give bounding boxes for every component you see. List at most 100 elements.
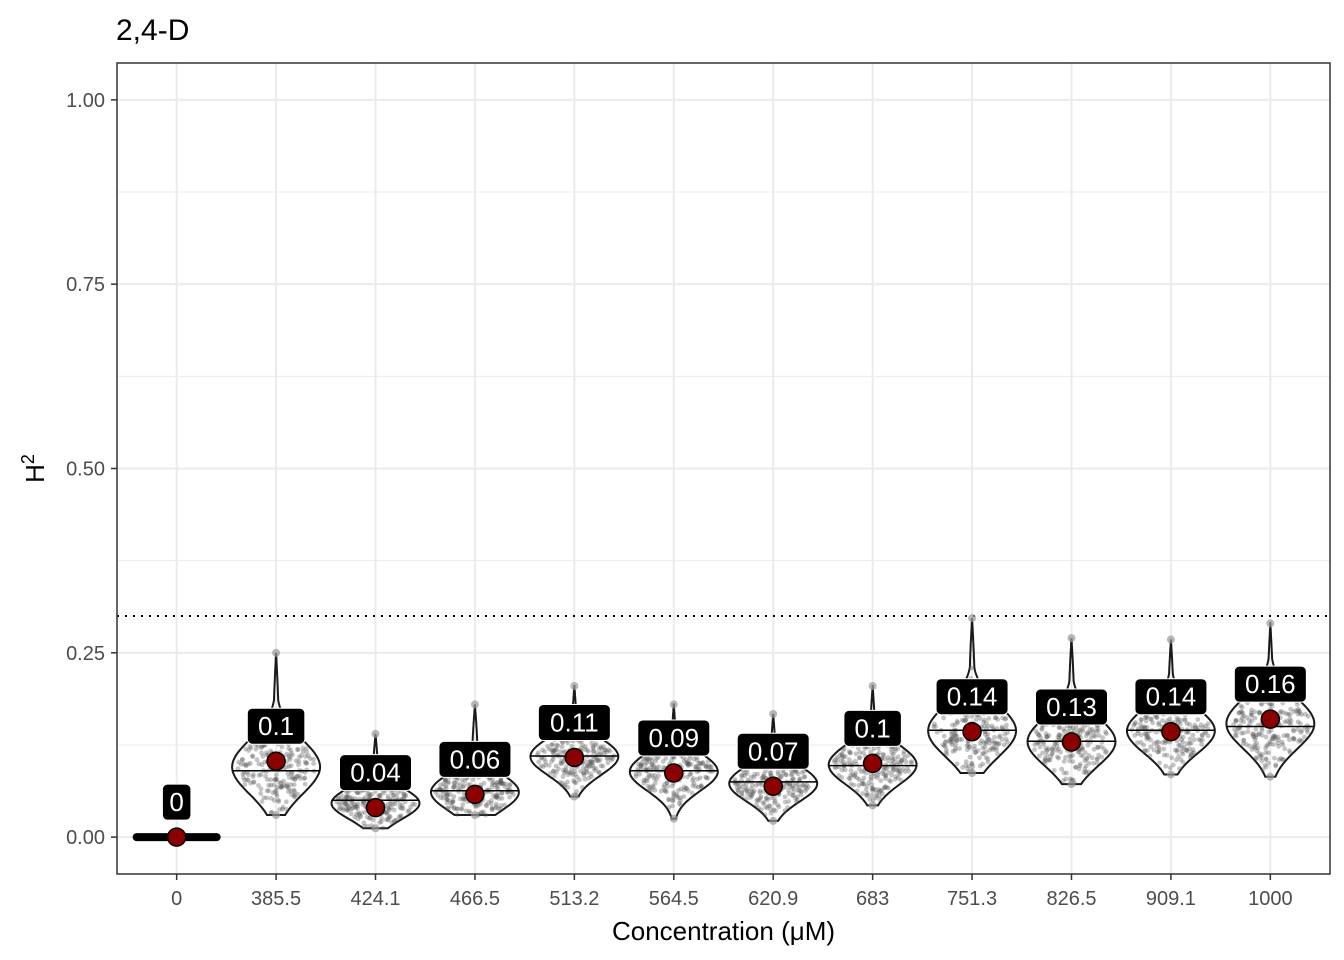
jitter-point bbox=[344, 808, 350, 813]
jitter-point bbox=[342, 799, 348, 805]
jitter-point bbox=[787, 781, 792, 787]
jitter-point bbox=[589, 759, 595, 765]
jitter-point bbox=[853, 770, 859, 776]
jitter-point bbox=[355, 809, 361, 815]
jitter-point bbox=[1080, 745, 1085, 751]
jitter-point bbox=[671, 792, 677, 797]
jitter-point bbox=[1155, 739, 1161, 745]
jitter-point bbox=[1278, 756, 1284, 761]
jitter-point bbox=[354, 790, 360, 796]
jitter-point bbox=[1153, 729, 1159, 735]
jitter-point bbox=[662, 788, 668, 794]
jitter-point bbox=[782, 808, 788, 813]
jitter-point bbox=[387, 807, 392, 813]
jitter-point bbox=[739, 793, 745, 799]
jitter-point bbox=[565, 785, 571, 790]
jitter-point bbox=[442, 777, 448, 783]
jitter-point bbox=[445, 805, 450, 811]
jitter-point bbox=[1103, 729, 1108, 735]
jitter-point bbox=[648, 787, 654, 793]
jitter-point bbox=[751, 788, 757, 794]
jitter-point bbox=[888, 779, 894, 784]
jitter-point bbox=[1054, 743, 1060, 749]
jitter-point bbox=[353, 805, 359, 810]
jitter-point bbox=[302, 781, 308, 787]
data-label-text: 0.06 bbox=[450, 744, 501, 774]
jitter-point bbox=[1198, 722, 1204, 728]
jitter-point bbox=[1044, 733, 1050, 739]
data-label-text: 0.16 bbox=[1245, 669, 1296, 699]
jitter-point bbox=[1044, 735, 1049, 740]
jitter-point bbox=[1051, 744, 1057, 750]
jitter-point bbox=[977, 763, 983, 769]
jitter-point bbox=[983, 755, 989, 760]
jitter-point bbox=[963, 763, 969, 768]
jitter-point bbox=[1138, 721, 1143, 727]
jitter-point bbox=[435, 793, 441, 798]
jitter-point bbox=[1273, 762, 1279, 768]
jitter-point bbox=[1056, 755, 1061, 761]
jitter-point bbox=[1054, 748, 1060, 753]
jitter-point-max bbox=[371, 729, 380, 738]
jitter-point bbox=[670, 803, 675, 809]
jitter-point bbox=[1287, 750, 1293, 755]
jitter-point bbox=[895, 754, 901, 760]
jitter-point bbox=[1200, 733, 1205, 739]
jitter-point bbox=[971, 746, 977, 752]
jitter-point bbox=[1149, 717, 1154, 722]
x-tick-label: 564.5 bbox=[649, 888, 699, 910]
jitter-point bbox=[892, 777, 898, 782]
jitter-point bbox=[1085, 731, 1090, 736]
jitter-point bbox=[273, 788, 279, 793]
jitter-point bbox=[399, 797, 405, 802]
jitter-point bbox=[554, 742, 559, 748]
jitter-point bbox=[1256, 709, 1262, 715]
jitter-point bbox=[980, 745, 986, 751]
jitter-point bbox=[1282, 746, 1288, 752]
jitter-point bbox=[592, 768, 598, 773]
jitter-point bbox=[799, 770, 805, 775]
jitter-point bbox=[483, 812, 488, 818]
jitter-point bbox=[291, 782, 297, 787]
jitter-point bbox=[704, 775, 709, 781]
jitter-point bbox=[272, 777, 278, 783]
jitter-point bbox=[1280, 742, 1286, 747]
jitter-point bbox=[1272, 755, 1277, 761]
jitter-point bbox=[790, 783, 796, 788]
jitter-point bbox=[545, 743, 550, 749]
jitter-point bbox=[1142, 715, 1148, 721]
jitter-point bbox=[883, 773, 889, 778]
jitter-point-max bbox=[769, 710, 778, 719]
jitter-point bbox=[543, 759, 548, 764]
jitter-point bbox=[762, 812, 768, 818]
jitter-point bbox=[574, 774, 580, 780]
jitter-point bbox=[985, 759, 991, 765]
jitter-point bbox=[895, 759, 901, 765]
jitter-point bbox=[695, 776, 700, 782]
jitter-point bbox=[1185, 748, 1190, 754]
jitter-point bbox=[942, 744, 948, 749]
jitter-point bbox=[744, 786, 749, 791]
jitter-point bbox=[1077, 761, 1083, 767]
jitter-point bbox=[389, 820, 395, 825]
jitter-point bbox=[983, 741, 989, 746]
jitter-point bbox=[849, 760, 855, 766]
jitter-point bbox=[1187, 736, 1193, 742]
jitter-point bbox=[1078, 746, 1084, 751]
jitter-point bbox=[1086, 760, 1092, 766]
jitter-point bbox=[596, 746, 602, 752]
data-label-box bbox=[246, 707, 306, 745]
jitter-point bbox=[1179, 737, 1184, 743]
jitter-point bbox=[1061, 729, 1067, 734]
jitter-point bbox=[560, 759, 566, 765]
jitter-point bbox=[247, 744, 253, 749]
jitter-point bbox=[750, 792, 755, 797]
jitter-point bbox=[650, 784, 656, 790]
jitter-point bbox=[498, 777, 504, 783]
jitter-point bbox=[977, 755, 982, 761]
jitter-point bbox=[872, 774, 878, 779]
jitter-point bbox=[793, 769, 799, 775]
jitter-point bbox=[376, 793, 382, 799]
data-label-text: 0.11 bbox=[550, 708, 599, 738]
jitter-point bbox=[685, 761, 691, 766]
